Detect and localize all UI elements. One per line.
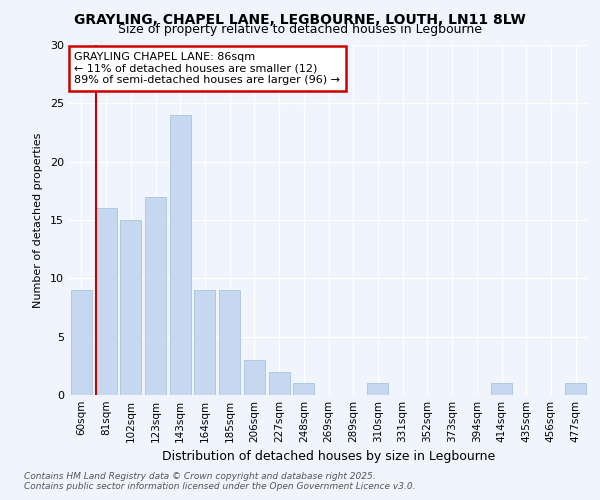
Bar bbox=[293, 384, 314, 395]
Bar bbox=[244, 360, 265, 395]
Bar bbox=[145, 196, 166, 395]
Bar bbox=[170, 115, 191, 395]
Bar bbox=[367, 384, 388, 395]
Bar bbox=[120, 220, 141, 395]
Bar bbox=[491, 384, 512, 395]
Text: Size of property relative to detached houses in Legbourne: Size of property relative to detached ho… bbox=[118, 22, 482, 36]
Bar bbox=[269, 372, 290, 395]
Text: GRAYLING, CHAPEL LANE, LEGBOURNE, LOUTH, LN11 8LW: GRAYLING, CHAPEL LANE, LEGBOURNE, LOUTH,… bbox=[74, 12, 526, 26]
Bar bbox=[565, 384, 586, 395]
Bar bbox=[95, 208, 116, 395]
Bar bbox=[194, 290, 215, 395]
Bar bbox=[219, 290, 240, 395]
Y-axis label: Number of detached properties: Number of detached properties bbox=[33, 132, 43, 308]
Bar bbox=[71, 290, 92, 395]
X-axis label: Distribution of detached houses by size in Legbourne: Distribution of detached houses by size … bbox=[162, 450, 495, 464]
Text: GRAYLING CHAPEL LANE: 86sqm
← 11% of detached houses are smaller (12)
89% of sem: GRAYLING CHAPEL LANE: 86sqm ← 11% of det… bbox=[74, 52, 340, 85]
Text: Contains HM Land Registry data © Crown copyright and database right 2025.: Contains HM Land Registry data © Crown c… bbox=[24, 472, 376, 481]
Text: Contains public sector information licensed under the Open Government Licence v3: Contains public sector information licen… bbox=[24, 482, 415, 491]
